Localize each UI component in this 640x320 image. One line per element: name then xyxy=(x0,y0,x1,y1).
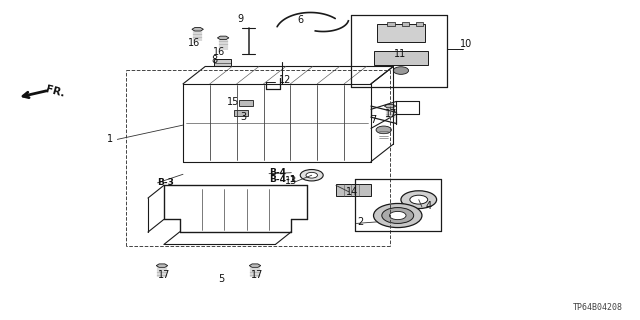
Text: 1: 1 xyxy=(107,134,113,144)
Text: 5: 5 xyxy=(218,274,225,284)
Text: 12: 12 xyxy=(278,75,291,85)
Text: 10: 10 xyxy=(460,39,472,49)
Bar xyxy=(415,22,423,26)
Bar xyxy=(214,60,232,67)
Text: 4: 4 xyxy=(425,201,431,211)
Circle shape xyxy=(374,204,422,228)
Text: 9: 9 xyxy=(237,14,243,24)
Text: 3: 3 xyxy=(241,112,246,122)
Text: 16: 16 xyxy=(188,38,200,48)
Polygon shape xyxy=(218,36,229,40)
Text: B-3: B-3 xyxy=(157,178,174,187)
Bar xyxy=(336,184,371,196)
Polygon shape xyxy=(249,264,260,268)
Text: 17: 17 xyxy=(158,270,170,280)
Bar xyxy=(234,110,248,116)
Text: 6: 6 xyxy=(298,15,304,25)
Text: 17: 17 xyxy=(385,109,397,119)
Bar xyxy=(401,22,409,26)
Bar xyxy=(239,100,253,106)
Circle shape xyxy=(306,172,317,178)
Text: 8: 8 xyxy=(212,55,218,65)
Text: B-4-1: B-4-1 xyxy=(269,175,296,184)
Circle shape xyxy=(376,126,392,134)
Polygon shape xyxy=(385,104,396,108)
Text: 2: 2 xyxy=(357,217,364,227)
Text: TP64B04208: TP64B04208 xyxy=(573,303,623,312)
Circle shape xyxy=(300,170,323,181)
Text: B-4: B-4 xyxy=(269,168,286,177)
Polygon shape xyxy=(156,264,168,268)
Circle shape xyxy=(410,195,428,204)
Bar xyxy=(378,24,425,42)
Bar xyxy=(387,22,394,26)
Text: 7: 7 xyxy=(370,115,376,125)
Text: 14: 14 xyxy=(346,187,358,197)
Text: 11: 11 xyxy=(394,49,406,59)
Circle shape xyxy=(401,191,436,209)
Text: 15: 15 xyxy=(227,97,239,107)
Text: 17: 17 xyxy=(251,270,264,280)
Text: 13: 13 xyxy=(285,176,298,186)
Polygon shape xyxy=(192,28,204,31)
Text: 16: 16 xyxy=(213,46,225,57)
Bar xyxy=(374,51,428,65)
Circle shape xyxy=(382,208,413,223)
Circle shape xyxy=(394,67,408,74)
Circle shape xyxy=(390,212,406,220)
Text: FR.: FR. xyxy=(45,84,66,99)
